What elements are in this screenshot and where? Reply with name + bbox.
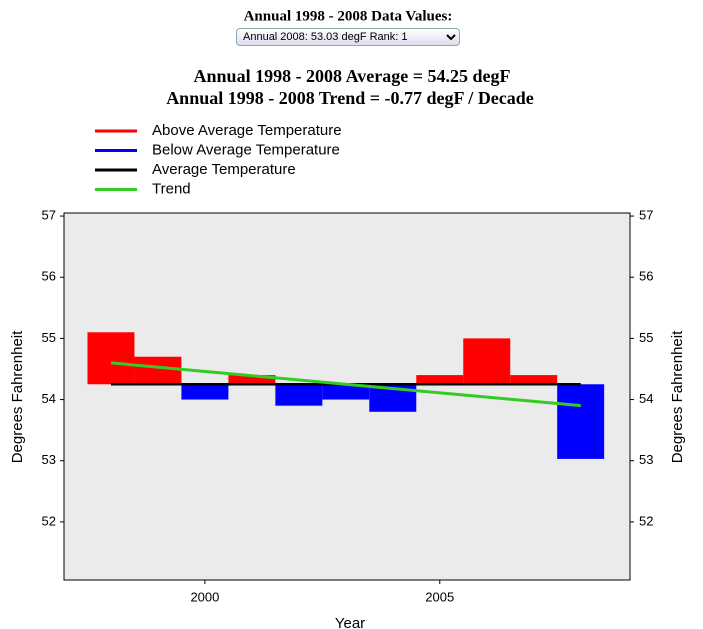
y-axis-label: Degrees Fahrenheit bbox=[9, 330, 26, 463]
chart-title: Annual 1998 - 2008 Average = 54.25 degF bbox=[194, 66, 511, 86]
legend-label: Average Temperature bbox=[152, 161, 296, 178]
x-axis-label: Year bbox=[335, 615, 365, 629]
x-tick-label: 2005 bbox=[425, 589, 454, 604]
bar bbox=[557, 384, 605, 459]
y-tick-label: 55 bbox=[42, 330, 56, 345]
bar bbox=[416, 375, 464, 385]
y2-tick-label: 56 bbox=[639, 269, 653, 284]
legend-label: Trend bbox=[152, 180, 191, 197]
y2-tick-label: 54 bbox=[639, 391, 653, 406]
data-selector[interactable]: Annual 2008: 53.03 degF Rank: 1 bbox=[236, 28, 460, 46]
bar bbox=[463, 338, 511, 385]
bar bbox=[275, 384, 323, 406]
legend-label: Below Average Temperature bbox=[152, 141, 340, 158]
bar bbox=[228, 375, 276, 385]
y2-tick-label: 53 bbox=[639, 452, 653, 467]
y-tick-label: 53 bbox=[42, 452, 56, 467]
y-tick-label: 56 bbox=[42, 269, 56, 284]
chart-subtitle: Annual 1998 - 2008 Trend = -0.77 degF / … bbox=[166, 88, 534, 108]
y2-tick-label: 57 bbox=[639, 207, 653, 222]
bar bbox=[134, 356, 182, 385]
dropdown-label: Annual 1998 - 2008 Data Values: bbox=[244, 8, 453, 24]
y-tick-label: 57 bbox=[42, 207, 56, 222]
y2-tick-label: 55 bbox=[639, 330, 653, 345]
x-tick-label: 2000 bbox=[190, 589, 219, 604]
y-tick-label: 54 bbox=[42, 391, 56, 406]
y-tick-label: 52 bbox=[42, 513, 56, 528]
bar bbox=[87, 332, 135, 385]
y2-tick-label: 52 bbox=[639, 513, 653, 528]
y2-axis-label: Degrees Fahrenheit bbox=[669, 330, 686, 463]
bar bbox=[322, 384, 370, 400]
bar bbox=[510, 375, 558, 385]
trend-line bbox=[110, 361, 581, 408]
legend-label: Above Average Temperature bbox=[152, 122, 342, 139]
bar bbox=[181, 384, 229, 400]
